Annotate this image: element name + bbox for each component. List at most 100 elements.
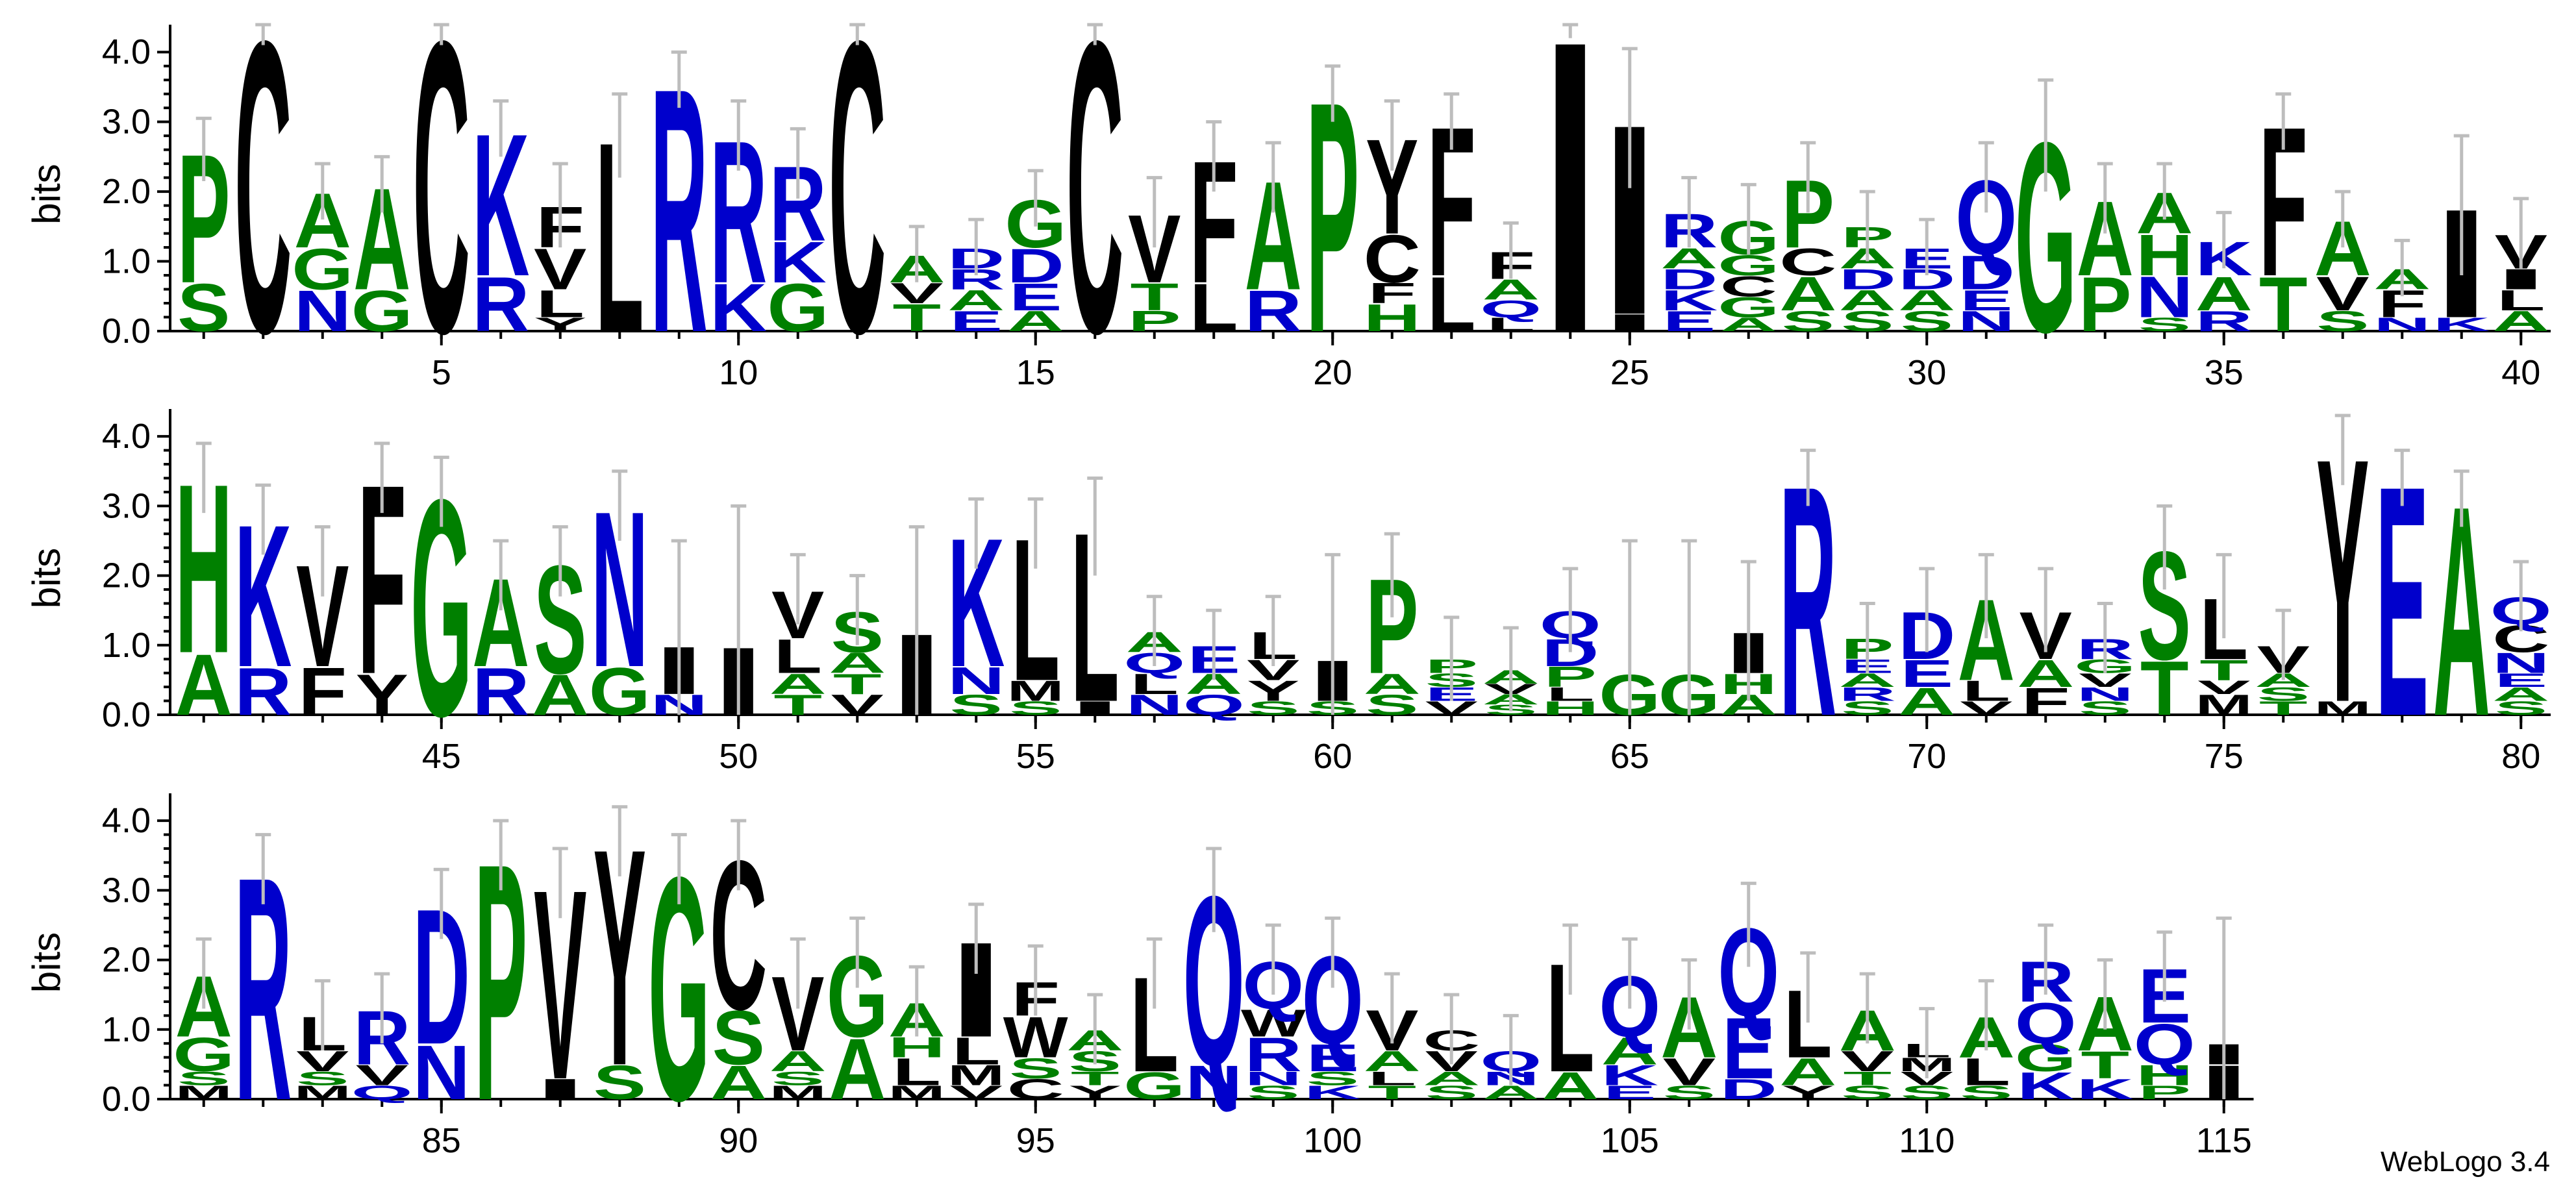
logo-letter-A: A [947,284,1005,317]
logo-letter-R: R [472,261,529,348]
logo-letter-S: S [1841,1082,1894,1103]
logo-letter-K: K [1660,284,1718,317]
logo-letter-Q: Q [2134,1011,2195,1076]
logo-letter-T: T [2199,654,2248,687]
logo-letter-E: E [1009,275,1062,319]
logo-letter-L: L [2497,284,2545,317]
logo-letter-E: E [1603,1082,1656,1103]
logo-letter-G: G [589,654,651,730]
x-tick-label: 105 [1601,1121,1659,1160]
logo-letter-Y: Y [1247,675,1299,708]
logo-letter-H: H [2136,223,2193,288]
logo-letter-V: V [1425,697,1478,719]
logo-letter-N: N [1245,1068,1302,1089]
logo-letter-S: S [1782,305,1834,338]
logo-letter-A: A [1898,680,1955,723]
logo-letter-N: N [1126,689,1183,721]
logo-letter-A: A [1007,305,1064,338]
logo-letter-M: M [1007,675,1064,707]
y-tick-label: 1.0 [102,626,151,665]
logo-letter-L: L [1130,668,1179,700]
logo-letter-D: D [1660,264,1718,296]
logo-letter-A: A [1364,668,1421,700]
logo-letter-N: N [294,279,351,343]
logo-letter-A: A [1482,1082,1540,1103]
logo-letter-S: S [2495,697,2547,719]
x-tick-label: 50 [719,737,758,776]
logo-letter-E: E [950,305,1003,338]
logo-letter-N: N [1185,1056,1242,1110]
logo-letter-R: R [234,654,292,730]
logo-letter-S: S [1901,1082,1953,1103]
logo-letter-V: V [534,236,586,301]
logo-letter-Q: Q [2015,991,2077,1056]
logo-letter-A: A [1779,267,1836,321]
logo-letter-N: N [2492,647,2549,680]
logo-letter-S: S [771,1068,824,1089]
y-tick-label: 4.0 [102,801,151,840]
logo-letter-S: S [1307,1068,1359,1089]
y-tick-label: 0.0 [102,695,151,734]
logo-letter-N: N [413,1029,470,1115]
logo-letter-S: S [1247,697,1299,719]
logo-letter-A: A [1720,314,1777,335]
logo-letter-M: M [888,1082,945,1104]
logo-letter-S: S [1960,1082,2012,1103]
logo-letter-M: M [175,1082,232,1104]
logo-letter-S: S [2079,697,2131,719]
logo-letter-D: D [1007,239,1064,293]
logo-letter-Y: Y [356,662,408,727]
logo-letter-I: I [2493,263,2549,295]
logo-letter-C: C [1066,0,1123,419]
logo-letter-R: R [1245,279,1302,343]
logo-letter-I: I [1067,697,1123,719]
logo-letter-A: A [175,637,232,734]
logo-letter-R: R [1245,1028,1302,1082]
logo-letter-K: K [710,270,767,346]
logo-letter-N: N [2077,684,2134,705]
logo-letter-A: A [1839,284,1896,317]
logo-letter-E: E [1960,284,2012,317]
logo-letter-G: G [1718,291,1779,324]
y-axis-label: bits [25,164,68,224]
y-tick-label: 1.0 [102,242,151,281]
logo-letter-C: C [1007,1073,1064,1106]
logo-letter-A: A [1601,1030,1658,1072]
logo-letter-A: A [2492,684,2549,705]
logo-letter-L: L [952,1030,1001,1072]
logo-letter-T: T [773,689,822,721]
x-tick-label: 85 [422,1121,461,1160]
logo-letter-T: T [1843,1068,1892,1089]
logo-letter-S: S [1841,697,1894,719]
y-tick-label: 2.0 [102,556,151,595]
logo-letter-S: S [177,1068,230,1089]
x-tick-label: 100 [1303,1121,1362,1160]
logo-letter-G: G [1718,249,1779,282]
logo-letter-Q: Q [351,1082,413,1103]
logo-letter-E: E [1307,1037,1359,1080]
x-tick-label: 45 [422,737,461,776]
logo-letter-L: L [1962,1050,2010,1093]
logo-letter-S: S [1901,305,1953,338]
weblogo-credit: WebLogo 3.4 [2381,1146,2550,1178]
logo-letter-E: E [1901,652,1953,695]
logo-letter-A: A [1423,1068,1480,1089]
logo-letter-Q: Q [1183,689,1245,721]
logo-letter-V: V [296,1045,349,1078]
y-tick-label: 1.0 [102,1010,151,1049]
logo-letter-V: V [1663,1050,1716,1093]
logo-letter-L: L [536,282,584,326]
logo-letter-S: S [296,1068,349,1089]
logo-letter-S: S [2316,305,2369,338]
logo-letter-A: A [1482,274,1540,306]
x-tick-label: 30 [1907,353,1946,392]
x-tick-label: 60 [1313,737,1352,776]
logo-letter-N: N [2136,264,2193,329]
logo-letter-P: P [2079,261,2131,348]
logo-letter-S: S [1366,689,1418,721]
logo-letter-A: A [1898,284,1955,317]
logo-letter-A: A [2492,305,2549,338]
logo-letter-S: S [1663,1082,1716,1103]
